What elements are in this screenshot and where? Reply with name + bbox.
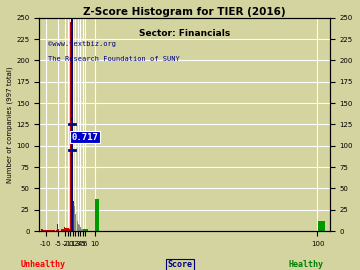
Bar	[60, 229, 63, 231]
Bar	[79, 225, 80, 231]
Bar	[51, 230, 53, 231]
Text: The Research Foundation of SUNY: The Research Foundation of SUNY	[48, 56, 180, 62]
Bar	[67, 228, 68, 231]
Bar	[57, 224, 58, 231]
Bar	[67, 228, 68, 231]
Text: Healthy: Healthy	[288, 260, 324, 269]
Bar	[71, 133, 72, 231]
Bar	[46, 230, 48, 231]
Bar	[74, 205, 75, 231]
Text: Unhealthy: Unhealthy	[21, 260, 66, 269]
Bar	[70, 22, 71, 231]
Bar	[53, 230, 55, 231]
Bar	[318, 221, 325, 231]
Bar	[72, 197, 73, 231]
Bar	[41, 230, 43, 231]
Bar	[48, 230, 50, 231]
Bar	[66, 228, 67, 231]
Bar	[55, 230, 58, 231]
Bar	[69, 229, 70, 231]
Bar	[82, 229, 83, 231]
Bar	[63, 229, 65, 231]
Bar	[78, 224, 79, 231]
Bar	[80, 227, 81, 231]
Bar	[85, 230, 86, 231]
Bar	[43, 230, 46, 231]
Bar	[77, 221, 78, 231]
Bar	[68, 228, 69, 231]
Text: 0.717: 0.717	[71, 133, 98, 142]
Y-axis label: Number of companies (997 total): Number of companies (997 total)	[7, 66, 13, 183]
Bar	[84, 230, 85, 231]
Text: ©www.textbiz.org: ©www.textbiz.org	[48, 41, 116, 47]
Bar	[75, 214, 76, 231]
Text: Score: Score	[167, 260, 193, 269]
Bar	[95, 199, 99, 231]
Bar	[86, 230, 87, 231]
Bar	[73, 201, 74, 231]
Text: Sector: Financials: Sector: Financials	[139, 29, 230, 38]
Bar	[58, 229, 59, 231]
Bar	[83, 230, 84, 231]
Title: Z-Score Histogram for TIER (2016): Z-Score Histogram for TIER (2016)	[83, 7, 286, 17]
Bar	[81, 229, 82, 231]
Bar	[64, 227, 66, 231]
